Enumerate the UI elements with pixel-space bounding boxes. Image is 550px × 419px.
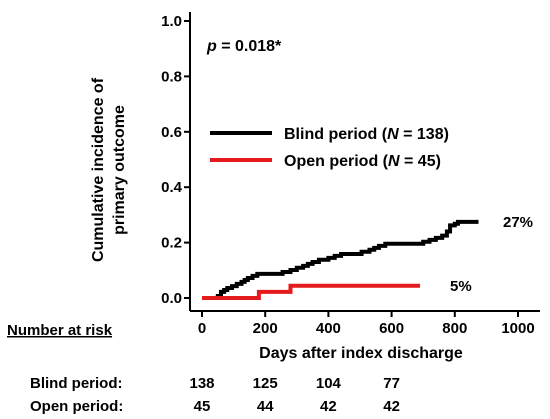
x-tick-label: 400 bbox=[316, 320, 341, 337]
legend-label-open: Open period (N = 45) bbox=[284, 153, 441, 170]
x-tick-label: 600 bbox=[379, 320, 404, 337]
x-tick-label: 0 bbox=[198, 320, 206, 337]
risk-value: 42 bbox=[320, 398, 337, 415]
risk-value: 125 bbox=[253, 375, 278, 392]
x-axis-title: Days after index discharge bbox=[259, 345, 463, 362]
y-axis-title-line2: primary outcome bbox=[111, 105, 128, 235]
end-label-open: 5% bbox=[450, 278, 472, 295]
y-axis-title-line1: Cumulative incidence of bbox=[90, 77, 107, 262]
x-tick-label: 1000 bbox=[501, 320, 534, 337]
risk-value: 138 bbox=[189, 375, 214, 392]
risk-value: 44 bbox=[257, 398, 274, 415]
y-tick-label: 0.6 bbox=[161, 124, 182, 141]
y-tick-label: 1.0 bbox=[161, 13, 182, 30]
risk-row-label-blind: Blind period: bbox=[30, 375, 123, 392]
x-tick-label: 200 bbox=[253, 320, 278, 337]
x-tick-label: 800 bbox=[442, 320, 467, 337]
risk-table-title: Number at risk bbox=[7, 322, 113, 339]
series-line-blind bbox=[202, 219, 479, 300]
risk-table: Number at risk Blind period: Open period… bbox=[7, 322, 400, 415]
risk-value: 77 bbox=[383, 375, 400, 392]
y-tick-label: 0.4 bbox=[161, 179, 183, 196]
risk-value: 42 bbox=[383, 398, 400, 415]
end-label-blind: 27% bbox=[503, 214, 533, 231]
legend-label-blind: Blind period (N = 138) bbox=[284, 126, 449, 143]
risk-values: 138 125 104 77 45 44 42 42 bbox=[189, 375, 399, 415]
y-tick-label: 0.0 bbox=[161, 290, 182, 307]
risk-value: 45 bbox=[194, 398, 211, 415]
p-value-annotation: p = 0.018* bbox=[206, 38, 282, 55]
y-tick-label: 0.2 bbox=[161, 235, 182, 252]
series-line-open bbox=[202, 283, 421, 300]
y-ticks: 0.0 0.2 0.4 0.6 0.8 1.0 bbox=[161, 13, 190, 307]
series-lines bbox=[202, 219, 479, 300]
p-value-text: = 0.018* bbox=[217, 38, 282, 55]
y-tick-label: 0.8 bbox=[161, 68, 182, 85]
x-ticks: 0 200 400 600 800 1000 bbox=[198, 311, 535, 337]
risk-row-label-open: Open period: bbox=[30, 398, 123, 415]
risk-value: 104 bbox=[316, 375, 342, 392]
legend: Blind period (N = 138) Open period (N = … bbox=[210, 126, 449, 170]
axes bbox=[189, 12, 540, 312]
p-value-symbol: p bbox=[206, 38, 217, 55]
